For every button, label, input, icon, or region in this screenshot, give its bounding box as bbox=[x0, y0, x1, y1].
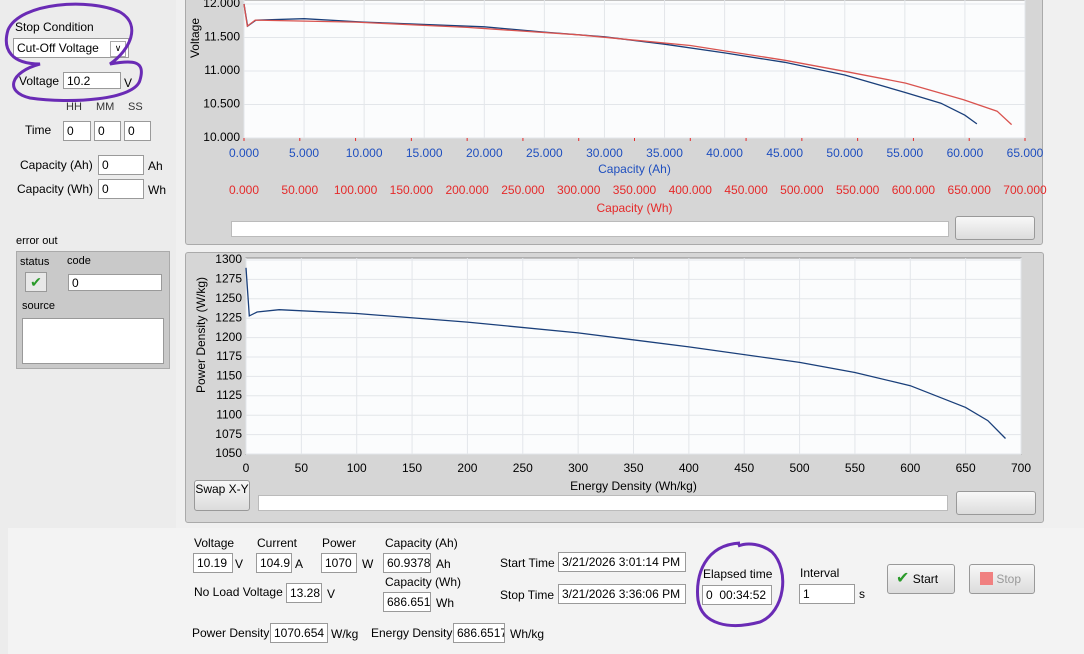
unit: Wh bbox=[148, 183, 166, 197]
indicator: 686.6517 bbox=[383, 592, 431, 612]
label: Capacity (Wh) bbox=[385, 575, 462, 589]
label: Current bbox=[257, 536, 298, 550]
unit: A bbox=[295, 557, 304, 571]
indicator: 1070 bbox=[321, 553, 357, 573]
indicator: 3/21/2026 3:01:14 PM bbox=[558, 552, 686, 572]
graph-frame bbox=[185, 252, 1044, 523]
unit: W/kg bbox=[331, 627, 359, 641]
unit: Wh/kg bbox=[510, 627, 545, 641]
indicator: 13.28 bbox=[286, 583, 322, 603]
label: Capacity (Ah) bbox=[20, 158, 93, 172]
numeric-input[interactable]: 0 bbox=[98, 179, 144, 199]
label: Voltage bbox=[194, 536, 235, 550]
label: Power Density bbox=[192, 626, 270, 640]
label: Start Time bbox=[500, 556, 555, 570]
button-label: Start bbox=[912, 572, 939, 586]
indicator: 686.6517 bbox=[453, 623, 505, 643]
indicator: 10.19 bbox=[193, 553, 233, 573]
indicator: 60.9378 bbox=[383, 553, 431, 573]
value: 1070 bbox=[325, 556, 352, 570]
value: 13.28 bbox=[290, 586, 321, 600]
header: SS bbox=[128, 101, 143, 113]
dropdown-value: Cut-Off Voltage bbox=[17, 41, 99, 55]
button-label: Stop bbox=[996, 572, 1022, 586]
swap-button[interactable]: Swap X-Y bbox=[194, 480, 250, 511]
value: 3/21/2026 3:01:14 PM bbox=[562, 555, 681, 569]
graph-tools[interactable] bbox=[956, 491, 1036, 515]
unit: s bbox=[859, 587, 865, 601]
indicator: 0 00:34:52 bbox=[702, 585, 772, 605]
numeric-input[interactable]: 10.2 bbox=[63, 72, 121, 89]
status-indicator: ✔ bbox=[25, 272, 47, 292]
unit: V bbox=[235, 557, 244, 571]
value: 1 bbox=[803, 587, 810, 601]
indicator: 3/21/2026 3:36:06 PM bbox=[558, 584, 686, 604]
label: error out bbox=[16, 235, 58, 247]
value: 1070.654 bbox=[274, 626, 325, 640]
label: No Load Voltage bbox=[194, 585, 283, 599]
value: 60.9378 bbox=[387, 556, 431, 570]
unit: Ah bbox=[436, 557, 451, 571]
label: Time bbox=[25, 123, 52, 137]
label: Power bbox=[322, 536, 357, 550]
value: 0 00:34:52 bbox=[706, 588, 767, 602]
button-label: Swap X-Y bbox=[195, 482, 249, 496]
unit: V bbox=[327, 587, 336, 601]
label: Energy Density bbox=[371, 626, 453, 640]
label: source bbox=[22, 300, 56, 312]
value: 0 bbox=[128, 124, 135, 138]
value: 686.6517 bbox=[387, 595, 431, 609]
source-field bbox=[22, 318, 164, 364]
scrollbar[interactable] bbox=[258, 495, 948, 511]
start-button[interactable]: ✔ Start bbox=[887, 564, 955, 594]
value: 104.9 bbox=[260, 556, 291, 570]
indicator: 1070.654 bbox=[270, 623, 328, 643]
label: Stop Time bbox=[500, 588, 555, 602]
graph-frame bbox=[185, 0, 1043, 245]
stop-button[interactable]: Stop bbox=[969, 564, 1035, 594]
label: Interval bbox=[800, 566, 840, 580]
unit: W bbox=[362, 557, 374, 571]
label: status bbox=[20, 256, 50, 268]
unit: Wh bbox=[436, 596, 454, 610]
numeric-input[interactable]: 1 bbox=[799, 584, 855, 604]
unit: V bbox=[124, 76, 133, 90]
scrollbar[interactable] bbox=[231, 221, 949, 237]
value: 0 bbox=[72, 276, 79, 290]
value: 0 bbox=[98, 124, 105, 138]
value: 0 bbox=[102, 158, 109, 172]
value: 0 bbox=[102, 182, 109, 196]
time-input[interactable]: 0 bbox=[124, 121, 151, 141]
label: Capacity (Ah) bbox=[385, 536, 458, 550]
check-icon: ✔ bbox=[896, 570, 910, 587]
indicator: 104.9 bbox=[256, 553, 292, 573]
numeric-input[interactable]: 0 bbox=[98, 155, 144, 175]
graph-tools[interactable] bbox=[955, 216, 1035, 240]
value: 686.6517 bbox=[457, 626, 505, 640]
header: HH bbox=[66, 101, 82, 113]
value: 10.2 bbox=[67, 74, 91, 88]
label: Capacity (Wh) bbox=[17, 182, 94, 196]
value: 10.19 bbox=[197, 556, 228, 570]
value: 3/21/2026 3:36:06 PM bbox=[562, 587, 681, 601]
label: code bbox=[67, 255, 91, 267]
label: Voltage bbox=[19, 74, 60, 88]
value: 0 bbox=[67, 124, 74, 138]
stop-icon bbox=[980, 572, 993, 585]
label: Stop Condition bbox=[15, 20, 94, 34]
header: MM bbox=[96, 101, 115, 113]
label: Elapsed time bbox=[703, 567, 773, 581]
time-input[interactable]: 0 bbox=[94, 121, 121, 141]
time-input[interactable]: 0 bbox=[63, 121, 91, 141]
code-field: 0 bbox=[68, 274, 162, 291]
unit: Ah bbox=[148, 159, 163, 173]
dropdown[interactable]: Cut-Off Voltage ∨ bbox=[13, 38, 129, 58]
